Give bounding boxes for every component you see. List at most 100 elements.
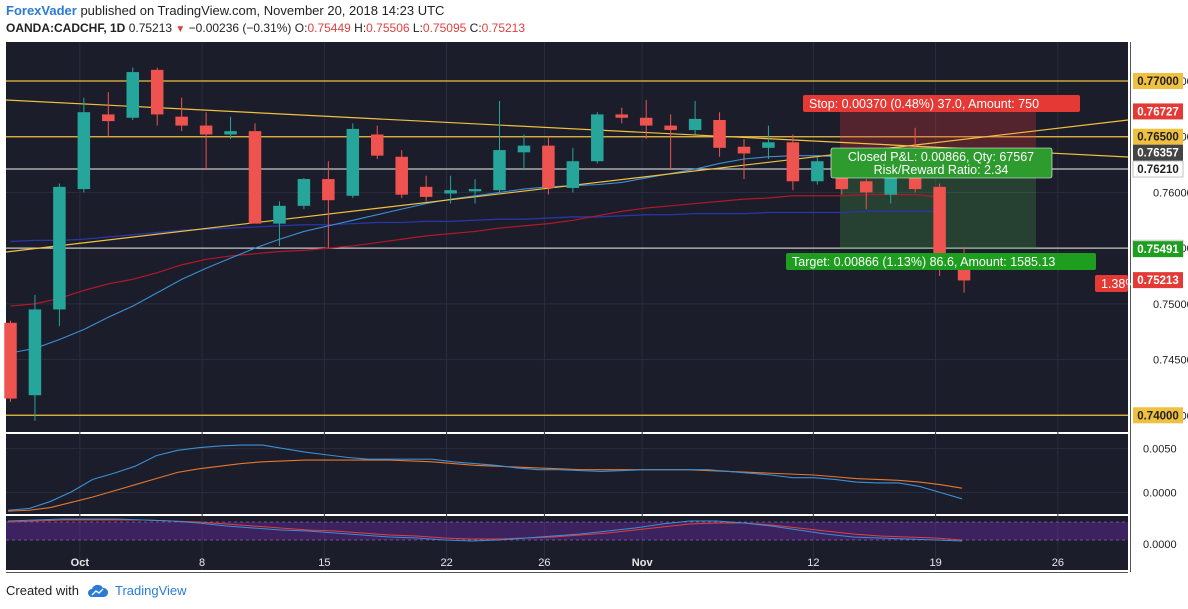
low-value: 0.75095 (422, 21, 467, 35)
price-axis-label (1133, 241, 1183, 258)
candle-body (224, 131, 237, 135)
trendline-descending (5, 99, 1129, 158)
candle-body (639, 117, 653, 126)
x-axis-label: Nov (632, 557, 654, 569)
risk-reward-text: Risk/Reward Ratio: 2.34 (874, 163, 1009, 177)
price-axis-border (1130, 42, 1131, 572)
oscillator-line (7, 518, 963, 542)
candle-body (786, 142, 800, 182)
candle-body (444, 190, 457, 194)
ma-long-line (10, 210, 940, 243)
candle-body (468, 189, 482, 192)
stop-label (803, 95, 1080, 112)
tradingview-cloud-icon (87, 584, 109, 597)
price-axis-label (1133, 272, 1183, 289)
candle-body (175, 116, 188, 126)
target-label (786, 253, 1096, 270)
x-axis-label: 8 (199, 557, 205, 569)
tradingview-link[interactable]: TradingView (114, 583, 187, 598)
price-axis-label-text: 0.76500 (1137, 132, 1179, 144)
macd-line (7, 444, 963, 511)
y-axis-tick: 0.74500 (1153, 355, 1188, 367)
price-axis-label (1133, 407, 1183, 424)
open-value: 0.75449 (307, 21, 351, 35)
ma-slow-line (10, 194, 940, 307)
high-value: 0.75506 (366, 21, 410, 35)
x-axis-label: 15 (318, 557, 330, 569)
candle-body (273, 205, 286, 224)
candle-body (615, 114, 628, 118)
price-axis-label (1133, 144, 1183, 161)
oscillator-band (6, 522, 1128, 540)
x-axis-label: 26 (1052, 557, 1064, 569)
candle-body (737, 146, 751, 154)
candle-body (542, 145, 555, 188)
candle-body (395, 156, 408, 195)
candle-body (4, 322, 17, 399)
symbol-info: OANDA:CADCHF, 1D 0.75213 ▼ −0.00236 (−0.… (6, 21, 525, 35)
open-label: O: (294, 21, 308, 35)
candle-body (713, 120, 726, 148)
close-label: C: (469, 21, 482, 35)
candle-body (102, 114, 115, 122)
price-axis-label-text: 0.76357 (1137, 148, 1179, 160)
price-chart[interactable]: Oct 8 15 22 26 Nov 12 19 26 0.77000 0.76500 0.76000… (0, 40, 1188, 576)
publish-text: published on TradingView.com, November 2… (80, 3, 445, 18)
candle-body (591, 114, 604, 162)
candle-body (199, 125, 213, 135)
closed-pnl-text: Closed P&L: 0.00866, Qty: 67567 (848, 150, 1034, 164)
high-label: H: (354, 21, 367, 35)
oscillator-pane (6, 516, 1128, 570)
candle-body (517, 145, 531, 153)
price-axis-label (1133, 73, 1183, 89)
price-axis-label-text: 0.76210 (1137, 164, 1179, 176)
candle-body (28, 309, 42, 396)
price-axis-label (1132, 160, 1184, 178)
candle-body (77, 112, 91, 190)
oscillator-y-tick: 0.0000 (1143, 539, 1177, 551)
candle-body (566, 161, 580, 188)
x-axis-label: Oct (71, 557, 90, 569)
macd-y-tick: 0.0000 (1143, 488, 1177, 500)
candle-body (762, 142, 775, 148)
price-axis-label (1133, 103, 1183, 120)
stop-zone (840, 111, 1036, 153)
created-with-text: Created with (6, 583, 79, 598)
candle-body (346, 128, 360, 196)
price-axis-label-text: 0.75213 (1137, 275, 1179, 287)
price-axis-label-text: 0.77000 (1137, 76, 1179, 88)
footer: Created with TradingView (6, 583, 187, 598)
candle-body (53, 186, 66, 310)
candle-body (322, 179, 335, 201)
candle-body (811, 161, 824, 182)
stop-label-text: Stop: 0.00370 (0.48%) 37.0, Amount: 750 (809, 97, 1039, 111)
closed-pnl-box (830, 147, 1053, 179)
x-axis-label: 12 (807, 557, 819, 569)
candle-body (248, 131, 262, 224)
low-label: L: (412, 21, 423, 35)
author-name[interactable]: ForexVader (6, 3, 77, 18)
x-axis-label: 22 (440, 557, 452, 569)
price-change: −0.00236 (−0.31%) (188, 21, 292, 35)
macd-pane (6, 434, 1128, 514)
x-axis-label: 26 (538, 557, 550, 569)
last-price: 0.75213 (128, 21, 173, 35)
macd-y-tick: 0.0050 (1143, 444, 1177, 456)
candle-body (688, 118, 702, 131)
candle-body (150, 69, 164, 115)
publish-info: ForexVader published on TradingView.com,… (6, 3, 444, 18)
change-pct-tag (1095, 275, 1128, 292)
close-value: 0.75213 (481, 21, 526, 35)
bottom-border (6, 572, 1128, 573)
macd-signal-line (7, 459, 963, 512)
candle-body (493, 150, 506, 191)
price-axis-label-text: 0.76727 (1137, 106, 1179, 118)
price-axis-label-text: 0.74000 (1137, 410, 1179, 422)
candle-body (933, 186, 946, 254)
change-pct-tag-text: 1.38% (1101, 277, 1136, 291)
symbol-name: OANDA:CADCHF, 1D (6, 21, 126, 35)
down-arrow-icon: ▼ (175, 24, 186, 35)
candle-body (126, 72, 139, 118)
